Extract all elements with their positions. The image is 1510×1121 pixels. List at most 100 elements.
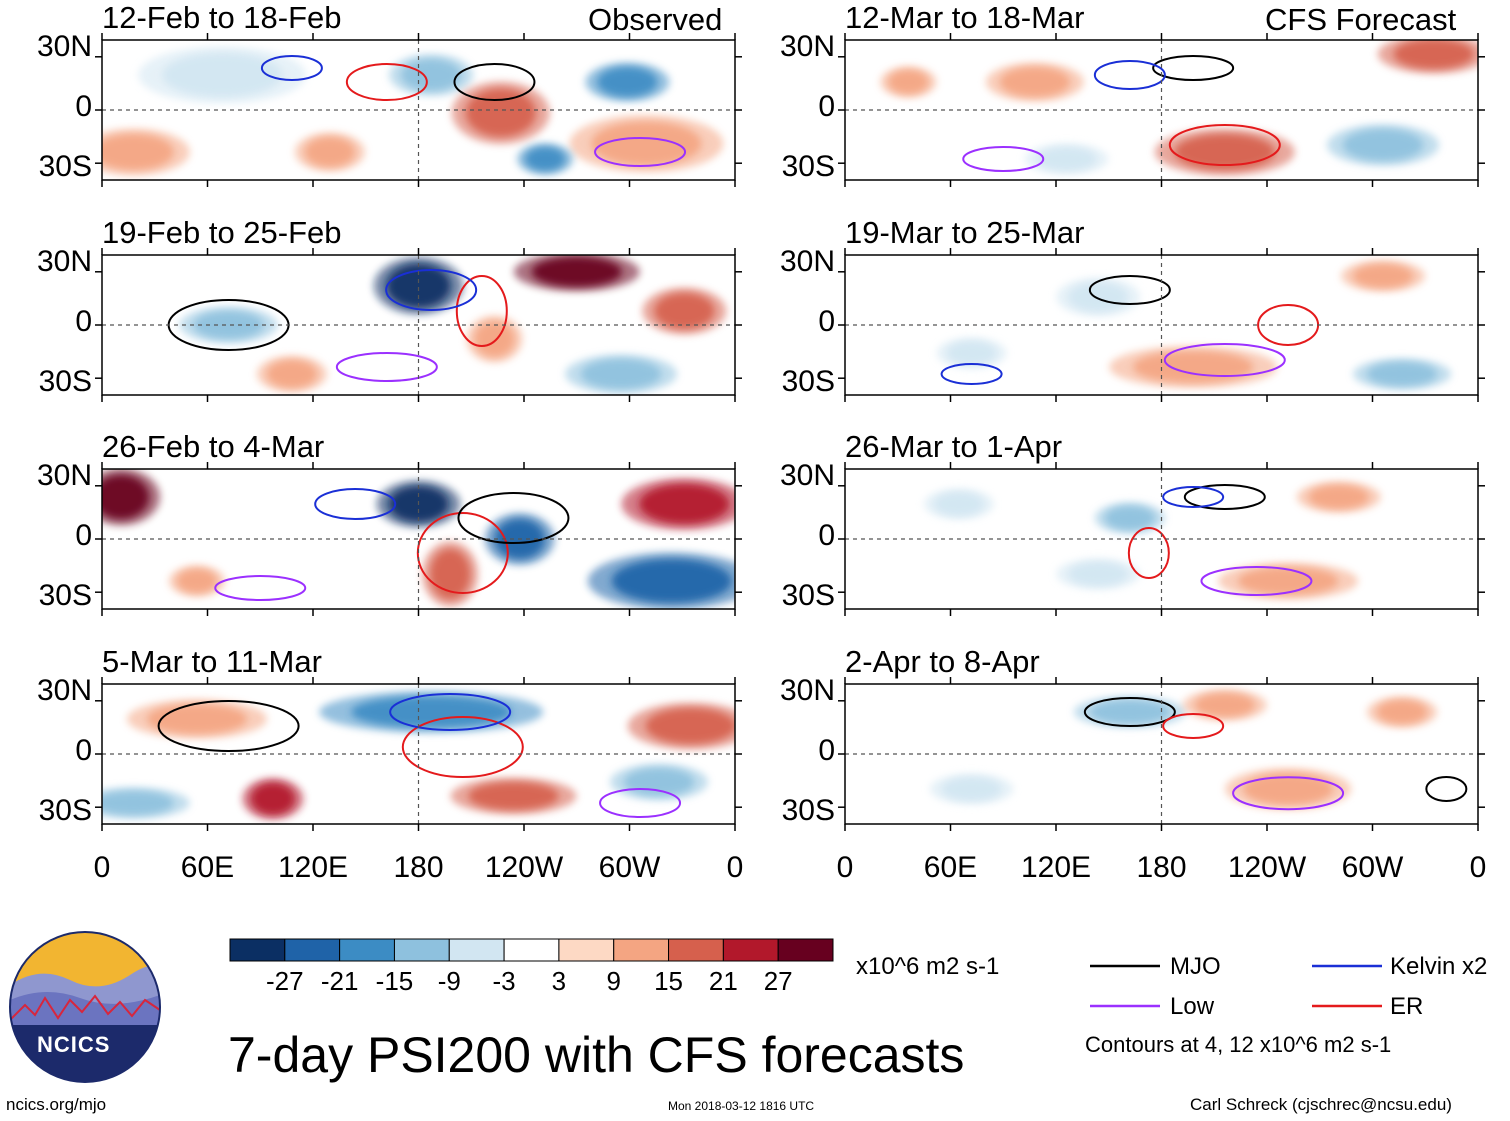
colorbar-swatch: [668, 938, 724, 962]
map-panel-3: [95, 462, 742, 616]
wave-contour: [416, 512, 509, 594]
colorbar-swatch: [558, 938, 615, 962]
anomaly-core: [1068, 562, 1129, 586]
anomaly-core: [1174, 134, 1275, 170]
anomaly-core: [351, 696, 512, 728]
wave-contour: [214, 575, 307, 601]
anomaly-core: [1353, 264, 1414, 288]
map-panel-1: [95, 33, 742, 187]
anomaly-core: [888, 70, 929, 94]
wave-contour: [1162, 486, 1225, 508]
anomaly-core: [1343, 129, 1424, 161]
colorbar-tick-label: 21: [708, 966, 738, 996]
colorbar-tick-label: -9: [437, 966, 461, 996]
x-tick-label: 120E: [1020, 851, 1092, 884]
colorbar-swatch: [503, 938, 560, 962]
x-tick-label: 60E: [180, 851, 235, 884]
forecast-header: CFS Forecast: [1265, 2, 1457, 37]
y-tick-label: 30N: [36, 673, 92, 707]
panel-title-3: 26-Feb to 4-Mar: [102, 429, 325, 464]
wave-contour: [599, 788, 682, 818]
colorbar-tick-label: 27: [763, 966, 793, 996]
y-tick-label: 30N: [779, 458, 835, 492]
anomaly-core: [1367, 362, 1438, 386]
anomaly-core: [525, 147, 566, 171]
colorbar-swatch: [722, 938, 779, 962]
x-tick-label: 120W: [484, 851, 564, 884]
y-tick-label: 0: [818, 304, 835, 338]
wave-contour: [1168, 124, 1281, 166]
panel-field: [880, 40, 1478, 176]
wave-contour: [1127, 527, 1170, 579]
legend-low-label: Low: [1170, 993, 1215, 1020]
x-tick-label: 120W: [1227, 851, 1307, 884]
legend: [1090, 964, 1382, 1008]
colorbar-units: x10^6 m2 s-1: [856, 953, 1000, 980]
x-tick-label: 0: [93, 851, 111, 884]
colorbar-swatch: [613, 938, 670, 962]
anomaly-core: [1243, 773, 1334, 805]
colorbar-swatch: [339, 938, 395, 962]
panel-field: [929, 689, 1468, 811]
wave-contour: [457, 492, 570, 544]
anomaly-core: [639, 484, 730, 524]
y-tick-label: 30N: [779, 673, 835, 707]
panel-title-6: 19-Mar to 25-Mar: [845, 215, 1085, 250]
panel-title-7: 26-Mar to 1-Apr: [845, 429, 1063, 464]
anomaly-core: [474, 321, 515, 357]
author-credit: Carl Schreck (cjschrec@ncsu.edu): [1190, 1095, 1452, 1114]
anomaly-core: [430, 549, 471, 599]
wave-contour: [314, 488, 397, 520]
anomaly-core: [304, 137, 355, 167]
anomaly-core: [468, 782, 559, 810]
anomaly-core: [1089, 700, 1170, 724]
y-tick-label: 0: [818, 733, 835, 767]
x-tick-label: 180: [1136, 851, 1187, 884]
panel-field: [102, 46, 724, 176]
site-link[interactable]: ncics.org/mjo: [6, 1095, 107, 1114]
anomaly-core: [531, 256, 622, 287]
anomaly-core: [591, 121, 702, 166]
panel-field: [936, 260, 1452, 390]
colorbar-tick-label: -3: [492, 966, 516, 996]
x-tick-label: 0: [836, 851, 854, 884]
x-tick-label: 60E: [923, 851, 978, 884]
anomaly-core: [1393, 40, 1474, 69]
colorbar-swatch: [284, 938, 341, 962]
anomaly-core: [611, 559, 732, 603]
anomaly-core: [1068, 282, 1129, 312]
y-tick-label: 0: [75, 89, 92, 123]
map-panel-4: [95, 677, 742, 831]
colorbar-swatch: [448, 938, 505, 962]
map-panel-6: [838, 248, 1485, 402]
wave-contour: [389, 693, 512, 731]
colorbar-swatch: [777, 938, 834, 962]
colorbar-tick-label: 15: [654, 966, 683, 996]
wave-contour: [335, 352, 438, 382]
anomaly-core: [1133, 351, 1254, 383]
wave-contour: [401, 716, 524, 778]
y-tick-label: 0: [818, 518, 835, 552]
y-tick-label: 30S: [38, 579, 92, 612]
logo-text: NCICS: [37, 1032, 111, 1057]
x-tick-label: 180: [393, 851, 444, 884]
anomaly-core: [624, 768, 695, 796]
anomaly-core: [176, 569, 217, 593]
panel-title-8: 2-Apr to 8-Apr: [845, 644, 1040, 679]
wave-contour: [1152, 55, 1235, 81]
legend-mjo-label: MJO: [1170, 953, 1221, 980]
anomaly-core: [1308, 485, 1369, 509]
anomaly-core: [1377, 700, 1428, 724]
panel-field: [923, 481, 1381, 600]
anomaly-core: [645, 708, 735, 744]
colorbar-tick-label: 3: [551, 966, 567, 996]
contours-note: Contours at 4, 12 x10^6 m2 s-1: [1085, 1032, 1392, 1057]
anomaly-core: [999, 67, 1070, 97]
wave-contour: [1162, 713, 1225, 739]
anomaly-core: [102, 475, 149, 519]
anomaly-core: [162, 53, 283, 97]
y-tick-label: 30S: [781, 365, 835, 398]
observed-header: Observed: [588, 2, 723, 37]
